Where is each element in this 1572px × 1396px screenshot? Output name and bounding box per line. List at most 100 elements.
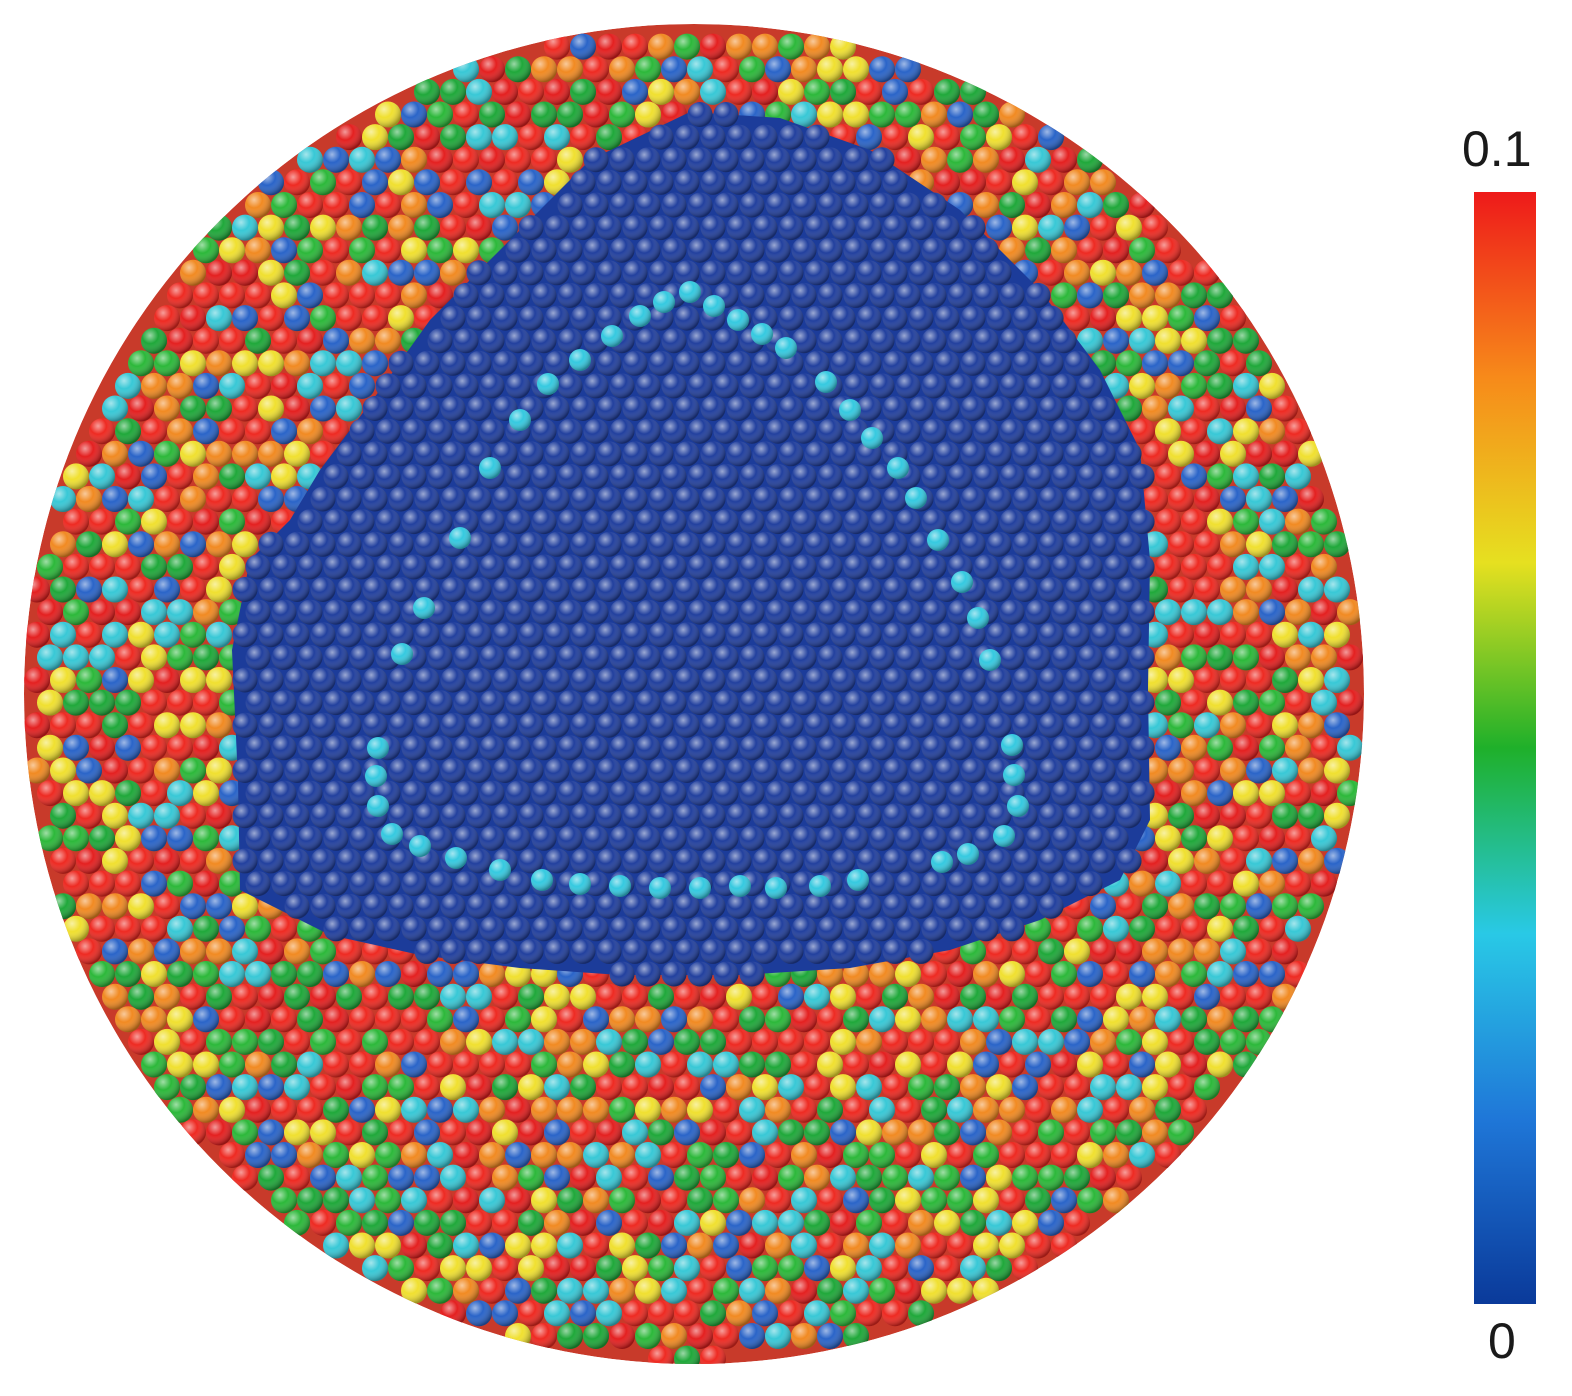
inner-particle-shading <box>817 825 843 851</box>
shell-particle-shading <box>1090 214 1116 241</box>
boundary-particle-shading <box>629 305 651 327</box>
inner-particle-shading <box>869 282 895 308</box>
shell-particle-shading <box>765 1323 791 1349</box>
shell-particle-shading <box>661 1096 687 1123</box>
inner-particle-shading <box>765 780 791 806</box>
shell-particle-shading <box>960 1164 986 1191</box>
shell-particle-shading <box>245 372 271 399</box>
inner-particle-shading <box>414 712 440 738</box>
shell-particle-shading <box>856 124 882 151</box>
inner-particle-shading <box>232 803 258 829</box>
shell-particle-shading <box>115 961 141 987</box>
inner-particle-shading <box>804 893 830 919</box>
boundary-particle-shading <box>537 373 559 395</box>
shell-particle-shading <box>921 1232 947 1259</box>
inner-particle-shading <box>843 599 869 625</box>
shell-particle-shading <box>1181 644 1207 671</box>
shell-particle-shading <box>427 192 453 218</box>
shell-particle-shading <box>557 1096 583 1123</box>
inner-particle-shading <box>1064 622 1090 648</box>
inner-particle-shading <box>609 825 635 851</box>
inner-particle-shading <box>388 396 414 421</box>
boundary-particle-shading <box>365 765 387 787</box>
inner-particle-shading <box>349 825 375 851</box>
shell-particle-shading <box>232 938 258 965</box>
inner-particle-shading <box>1038 803 1064 829</box>
inner-particle-shading <box>414 350 440 376</box>
inner-particle-shading <box>713 780 739 806</box>
shell-particle-shading <box>128 350 154 377</box>
shell-particle-shading <box>895 1142 921 1168</box>
shell-particle-shading <box>960 983 986 1010</box>
inner-particle-shading <box>934 305 960 331</box>
shell-particle-shading <box>284 1028 310 1055</box>
shell-particle-shading <box>817 1096 843 1123</box>
inner-particle-shading <box>921 192 947 218</box>
shell-particle-shading <box>1012 1164 1038 1191</box>
inner-particle-shading <box>479 825 505 851</box>
shell-particle-shading <box>323 282 349 309</box>
inner-particle-shading <box>622 169 648 195</box>
shell-particle-shading <box>258 486 284 512</box>
inner-particle-shading <box>830 893 856 919</box>
inner-particle-shading <box>414 938 440 964</box>
inner-particle-shading <box>778 803 804 829</box>
inner-particle-shading <box>661 463 687 489</box>
shell-particle-shading <box>804 1209 830 1236</box>
shell-particle-shading <box>50 757 76 784</box>
shell-particle-shading <box>206 667 232 693</box>
inner-particle-shading <box>752 667 778 693</box>
inner-particle-shading <box>388 441 414 467</box>
inner-particle-shading <box>986 531 1012 557</box>
shell-particle-shading <box>154 893 180 920</box>
shell-particle-shading <box>479 1051 505 1078</box>
shell-particle-shading <box>76 440 102 467</box>
shell-particle-shading <box>596 1119 622 1146</box>
shell-particle-shading <box>661 1142 687 1168</box>
shell-particle-shading <box>193 553 219 580</box>
shell-particle-shading <box>1246 350 1272 377</box>
inner-particle-shading <box>635 780 661 806</box>
inner-particle-shading <box>375 871 401 897</box>
inner-particle-shading <box>232 577 258 602</box>
shell-particle-shading <box>986 1074 1012 1101</box>
shell-particle-shading <box>570 1119 596 1146</box>
inner-particle-shading <box>661 554 687 580</box>
shell-particle-shading <box>1272 802 1298 829</box>
inner-particle-shading <box>687 509 713 535</box>
shell-particle-shading <box>934 1209 960 1236</box>
shell-particle-shading <box>245 192 271 218</box>
shell-particle-shading <box>1285 961 1311 987</box>
inner-particle-shading <box>310 848 336 874</box>
boundary-particle-shading <box>727 309 749 331</box>
shell-particle-shading <box>232 214 258 241</box>
shell-particle-shading <box>219 1051 245 1078</box>
shell-particle-shading <box>193 644 219 671</box>
shell-particle-shading <box>1324 757 1350 784</box>
shell-particle-shading <box>271 237 297 264</box>
shell-particle-shading <box>63 870 89 897</box>
shell-particle-shading <box>635 1232 661 1259</box>
shell-particle-shading <box>297 1187 323 1214</box>
inner-particle-shading <box>817 192 843 218</box>
inner-particle-shading <box>843 237 869 263</box>
shell-particle-shading <box>1051 237 1077 264</box>
inner-particle-shading <box>518 893 544 919</box>
shell-particle-shading <box>479 101 505 128</box>
shell-particle-shading <box>1064 1209 1090 1236</box>
boundary-particle-shading <box>847 869 869 891</box>
shell-particle-shading <box>128 847 154 874</box>
inner-particle-shading <box>661 690 687 716</box>
inner-particle-shading <box>674 396 700 421</box>
shell-particle-shading <box>726 1209 752 1236</box>
shell-particle-shading <box>1129 327 1155 354</box>
inner-particle-shading <box>973 690 999 716</box>
shell-particle-shading <box>1012 1028 1038 1055</box>
shell-particle-shading <box>778 78 804 105</box>
inner-particle-shading <box>713 916 739 942</box>
inner-particle-shading <box>622 260 648 286</box>
inner-particle-shading <box>609 916 635 942</box>
shell-particle-shading <box>791 1006 817 1033</box>
inner-particle-shading <box>908 848 934 874</box>
